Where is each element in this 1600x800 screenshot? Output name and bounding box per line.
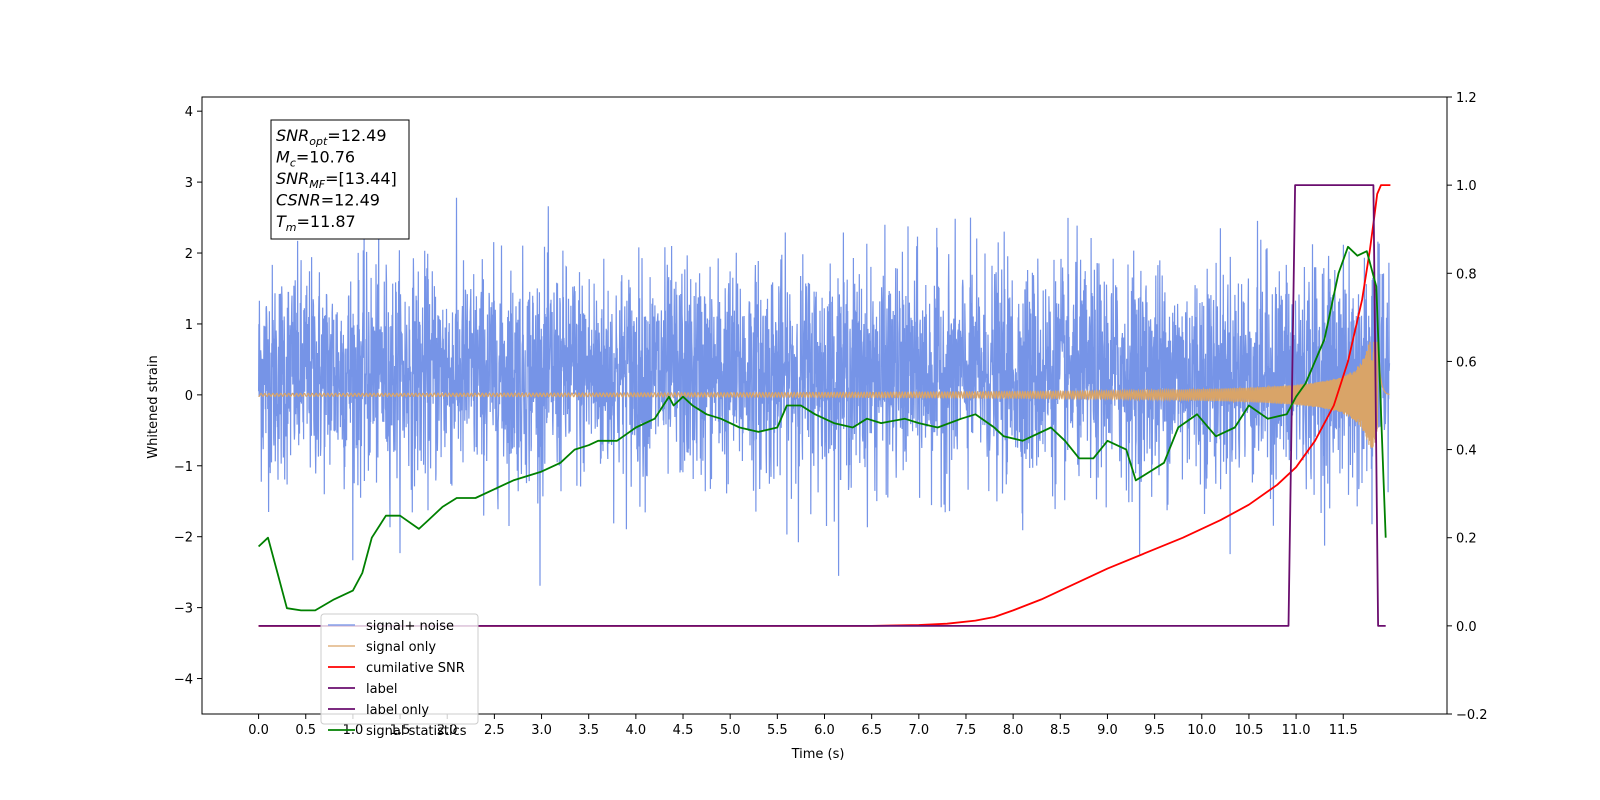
x-tick-label: 6.5 <box>861 723 882 738</box>
y-tick-label: −3 <box>174 602 193 617</box>
plot-area <box>257 184 1391 627</box>
series-signal-only <box>258 341 1390 448</box>
annotation-line: SNRopt=12.49 <box>276 126 387 148</box>
x-tick-label: 8.0 <box>1003 723 1024 738</box>
annotation-line: Tm=11.87 <box>276 212 356 234</box>
y-tick-label: −4 <box>174 673 193 688</box>
x-axis-label: Time (s) <box>791 747 845 762</box>
x-tick-label: 6.0 <box>814 723 835 738</box>
legend-label: label only <box>366 703 429 718</box>
y-tick-label: 3 <box>185 176 193 191</box>
legend-label: label <box>366 682 397 697</box>
x-tick-label: 1.5 <box>390 723 411 738</box>
x-tick-label: 5.5 <box>767 723 788 738</box>
x-tick-label: 9.5 <box>1144 723 1165 738</box>
annotation-line: Mc=10.76 <box>276 148 355 170</box>
axis-ticks: 0.0 0.5 1.0 1.5 2.0 2.5 3.0 3.5 4.0 4.5 5.0 5.5 6.0 6… <box>174 91 1488 738</box>
x-tick-label: 5.0 <box>720 723 741 738</box>
series-signal-statistics <box>257 245 1387 612</box>
x-tick-label: 11.0 <box>1282 723 1311 738</box>
x-tick-label: 4.5 <box>673 723 694 738</box>
y-tick-label: 1 <box>185 318 193 333</box>
x-tick-label: 11.5 <box>1329 723 1358 738</box>
annotation-frame <box>270 119 410 240</box>
y-tick-label: 4 <box>185 105 193 120</box>
y2-tick-label: 0.4 <box>1456 444 1477 459</box>
x-tick-label: 4.0 <box>626 723 647 738</box>
y2-tick-label: −0.2 <box>1456 708 1488 723</box>
y-axis-label: Whitened strain <box>146 355 161 458</box>
y-tick-label: 0 <box>185 389 193 404</box>
x-tick-label: 7.0 <box>908 723 929 738</box>
legend: signal+ noise signal only cumilative SNR la… <box>320 613 479 739</box>
legend-frame <box>320 613 479 725</box>
y2-tick-label: 1.2 <box>1456 91 1477 106</box>
legend-label: cumilative SNR <box>366 661 465 676</box>
y-tick-label: −2 <box>174 531 193 546</box>
series-cumilative-snr <box>258 184 1391 627</box>
series-signal-noise <box>258 197 1391 586</box>
x-tick-label: 3.0 <box>531 723 552 738</box>
series-label <box>258 184 1386 627</box>
y2-tick-label: 0.8 <box>1456 267 1477 282</box>
x-tick-label: 10.5 <box>1234 723 1263 738</box>
y2-tick-label: 1.0 <box>1456 179 1477 194</box>
x-tick-label: 2.5 <box>484 723 505 738</box>
annotation-line: CSNR=12.49 <box>276 191 380 210</box>
x-tick-label: 2.0 <box>437 723 458 738</box>
x-tick-label: 10.0 <box>1187 723 1216 738</box>
x-tick-label: 9.0 <box>1097 723 1118 738</box>
y-tick-label: −1 <box>174 460 193 475</box>
y2-tick-label: 0.2 <box>1456 532 1477 547</box>
y2-tick-label: 0.0 <box>1456 620 1477 635</box>
x-tick-label: 8.5 <box>1050 723 1071 738</box>
x-tick-label: 3.5 <box>578 723 599 738</box>
annotation-box: SNRopt=12.49Mc=10.76SNRMF=[13.44]CSNR=12… <box>270 119 410 240</box>
y-tick-label: 2 <box>185 247 193 262</box>
legend-label: signal only <box>366 640 436 655</box>
x-tick-label: 0.0 <box>248 723 269 738</box>
annotation-line: SNRMF=[13.44] <box>276 169 397 191</box>
legend-label: signal statistics <box>366 724 467 739</box>
x-tick-label: 7.5 <box>956 723 977 738</box>
y2-tick-label: 0.6 <box>1456 355 1477 370</box>
legend-label: signal+ noise <box>366 619 454 634</box>
x-tick-label: 0.5 <box>295 723 316 738</box>
